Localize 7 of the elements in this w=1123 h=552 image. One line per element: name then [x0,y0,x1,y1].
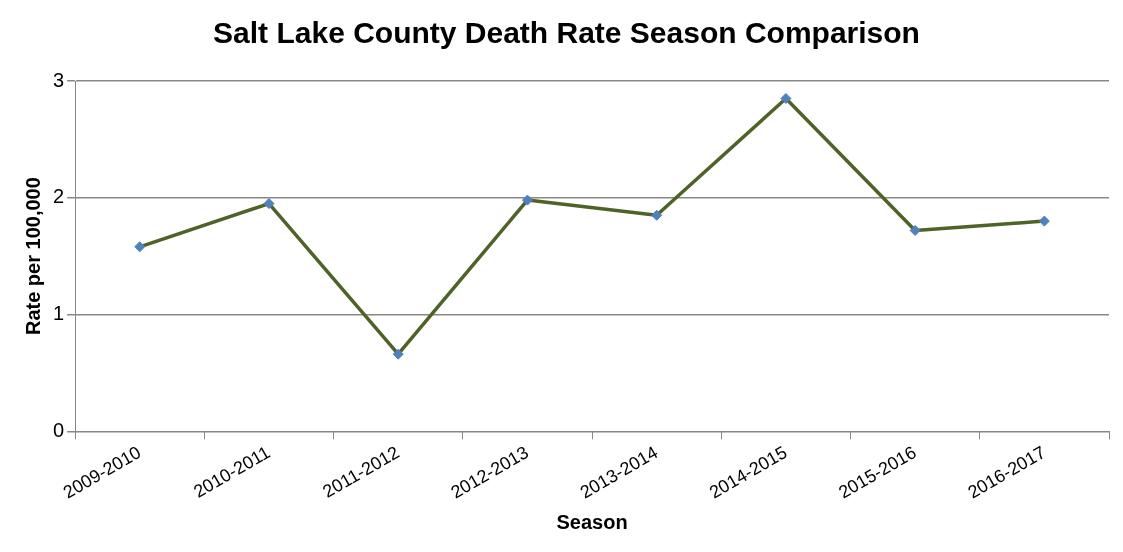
y-tick-label: 1 [53,302,65,325]
chart-title: Salt Lake County Death Rate Season Comparison [213,16,920,50]
x-axis-title: Season [556,510,628,533]
y-tick-label: 2 [53,185,65,208]
y-axis-title: Rate per 100,000 [21,177,44,336]
y-tick-label: 0 [53,418,65,441]
y-tick-label: 3 [53,68,65,91]
